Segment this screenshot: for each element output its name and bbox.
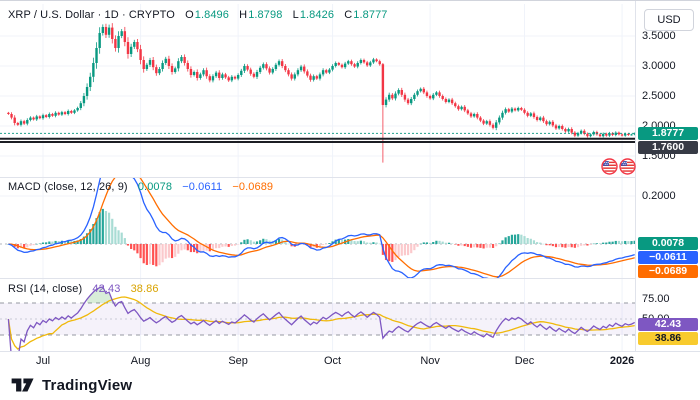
chart-widget: XRP / U.S. Dollar · 1D · CRYPTO O1.8496 …	[0, 0, 700, 371]
time-tick-label: Jul	[35, 355, 51, 367]
macd-tick-label: 0.2000	[642, 189, 676, 202]
footer: TradingView	[0, 370, 700, 400]
rsi-ma-badge: 38.86	[638, 332, 698, 345]
macd-legend: MACD (close, 12, 26, 9) 0.0078 −0.0611 −…	[8, 181, 273, 193]
rsi-band	[0, 302, 635, 336]
rsi-title[interactable]: RSI (14, close)	[8, 283, 83, 295]
currency-toggle-button[interactable]: USD	[644, 9, 694, 31]
macd-hist-value: 0.0078	[137, 181, 173, 193]
price-levels[interactable]	[0, 132, 635, 143]
price-tick-label: 3.5000	[642, 29, 676, 42]
rsi-value: 42.43	[92, 283, 121, 295]
time-tick-label: Oct	[323, 355, 342, 367]
rsi-ma-value: 38.86	[130, 283, 159, 295]
us-flag-event-icon[interactable]	[601, 158, 618, 180]
price-tick-label: 2.5000	[642, 89, 676, 102]
macd-title[interactable]: MACD (close, 12, 26, 9)	[8, 181, 128, 193]
candlestick-series	[7, 23, 635, 163]
rsi-legend: RSI (14, close) 42.43 38.86	[8, 283, 159, 295]
level-price-badge: 1.7600	[638, 141, 698, 154]
macd-signal-value: −0.0689	[232, 181, 274, 193]
us-flag-event-icon[interactable]	[619, 158, 636, 180]
macd-line	[8, 178, 635, 278]
symbol-legend: XRP / U.S. Dollar · 1D · CRYPTO O1.8496 …	[8, 9, 388, 21]
ohlc-high: H1.8798	[239, 9, 283, 21]
time-tick-label: Dec	[514, 355, 535, 367]
macd-signal-badge: −0.0689	[638, 265, 698, 278]
symbol-title[interactable]: XRP / U.S. Dollar · 1D · CRYPTO	[8, 9, 175, 21]
current-price-badge: 1.8777	[638, 127, 698, 140]
ohlc-close: C1.8777	[344, 9, 388, 21]
rsi-badge: 42.43	[638, 318, 698, 331]
time-tick-label: Sep	[228, 355, 248, 367]
brand-name[interactable]: TradingView	[42, 376, 133, 394]
time-tick-label: 2026	[609, 355, 635, 367]
tradingview-logo-icon[interactable]	[10, 374, 36, 396]
rsi-pane	[7, 286, 635, 351]
macd-line-badge: −0.0611	[638, 251, 698, 264]
macd-line-value: −0.0611	[182, 181, 223, 193]
rsi-ma-line	[7, 296, 635, 350]
ohlc-low: L1.8426	[292, 9, 335, 21]
time-tick-label: Aug	[130, 355, 151, 367]
time-tick-label: Nov	[420, 355, 440, 367]
chart-canvas[interactable]	[0, 1, 700, 371]
price-axis[interactable]: USD 3.5000 3.0000 2.5000 2.0000 1.5000 0.2000…	[635, 1, 700, 351]
rsi-line	[7, 286, 635, 351]
macd-signal-line	[8, 178, 635, 278]
rsi-tick-label: 75.00	[642, 293, 670, 305]
macd-hist-badge: 0.0078	[638, 237, 698, 250]
time-axis[interactable]: Jul Aug Sep Oct Nov Dec 2026	[0, 353, 635, 371]
macd-pane	[7, 178, 635, 278]
price-tick-label: 3.0000	[642, 59, 676, 72]
ohlc-open: O1.8496	[185, 9, 229, 21]
